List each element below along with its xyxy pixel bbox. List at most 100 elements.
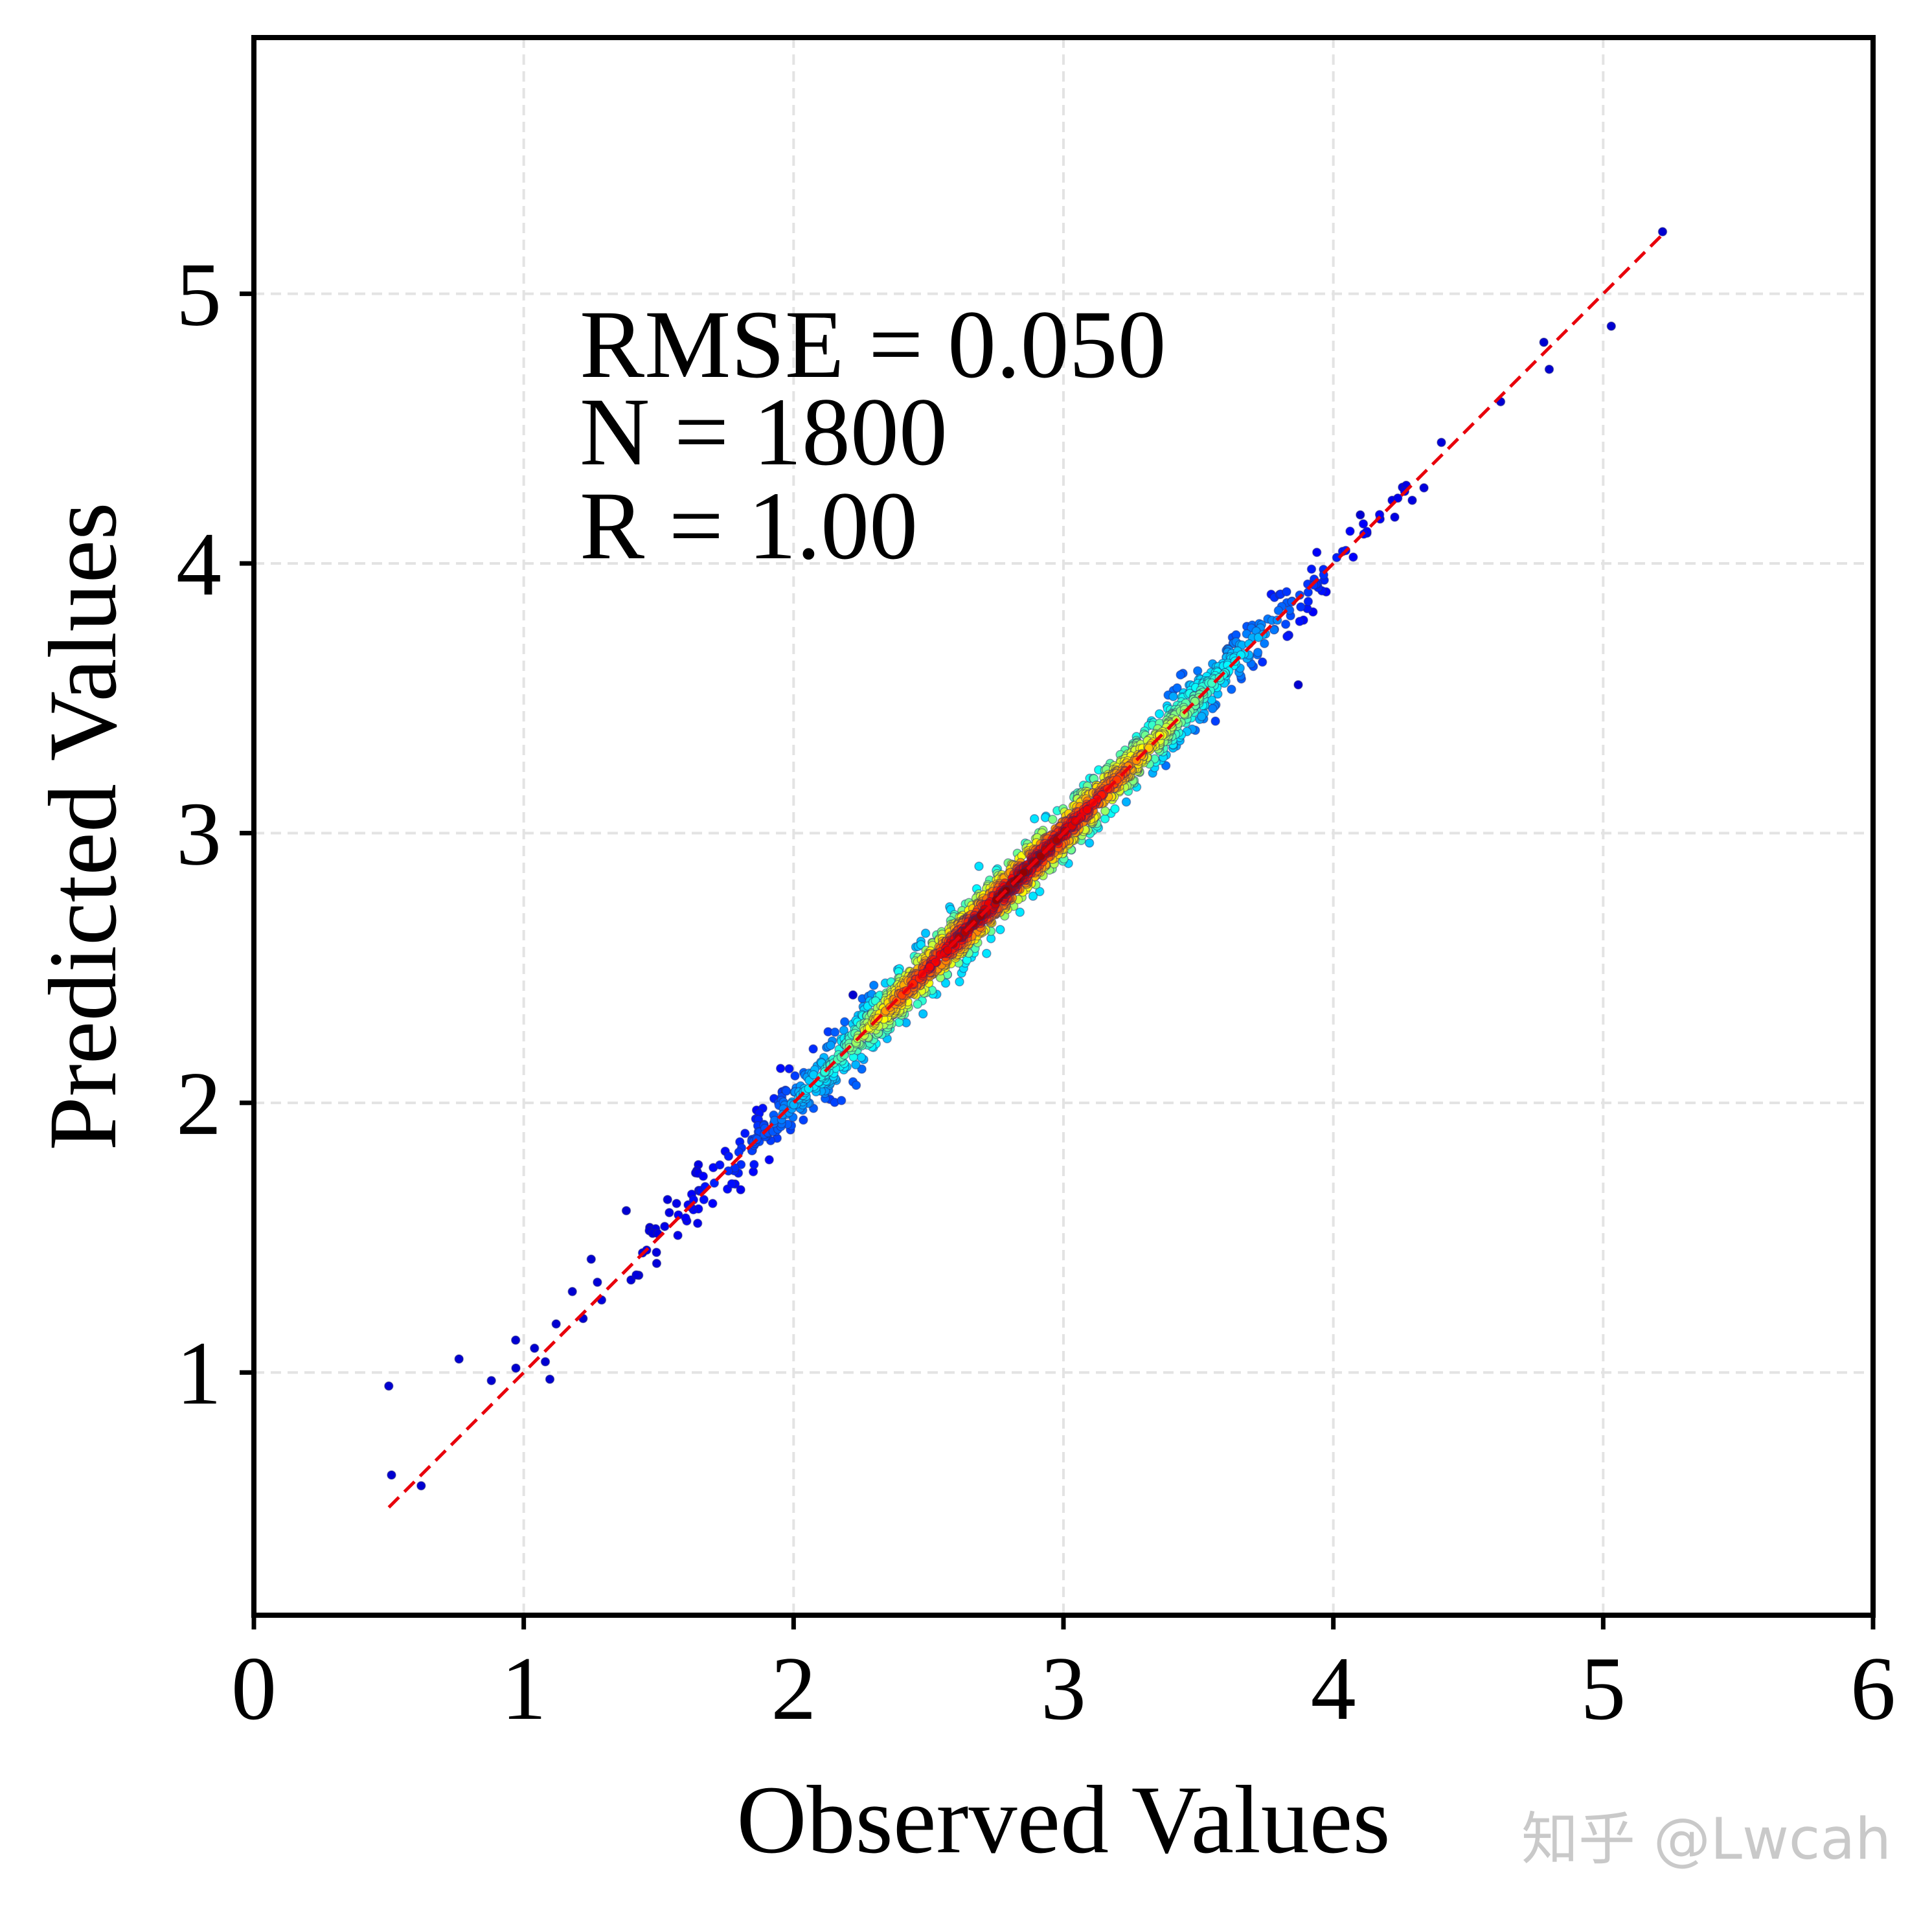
data-point — [1407, 495, 1417, 505]
data-point — [869, 981, 879, 990]
data-point — [540, 1357, 551, 1367]
data-point — [486, 1376, 496, 1385]
data-point — [1392, 493, 1403, 503]
data-point — [1028, 891, 1038, 901]
data-point — [727, 1179, 737, 1189]
data-point — [1606, 321, 1617, 331]
data-point — [1293, 680, 1303, 690]
data-point — [672, 1199, 681, 1208]
data-point — [1539, 337, 1549, 347]
data-point — [851, 1080, 861, 1090]
data-point — [1356, 510, 1365, 520]
data-point — [1282, 587, 1291, 596]
data-point — [974, 861, 984, 871]
data-point — [1100, 813, 1110, 824]
data-point — [920, 928, 931, 938]
data-point — [940, 978, 951, 988]
data-point — [621, 1206, 631, 1216]
data-point — [740, 1128, 750, 1139]
data-point — [1144, 743, 1154, 753]
data-point — [857, 1064, 867, 1074]
data-point — [1280, 619, 1291, 630]
data-point — [1296, 602, 1306, 612]
x-axis-label: Observed Values — [736, 1766, 1391, 1874]
data-point — [1172, 683, 1182, 693]
x-tick-label: 0 — [231, 1639, 277, 1739]
data-point — [781, 1086, 791, 1096]
data-point — [699, 1195, 709, 1205]
grid-lines — [254, 38, 1873, 1615]
data-point — [1110, 804, 1120, 814]
data-point — [681, 1213, 690, 1223]
data-point — [736, 1185, 745, 1195]
x-tick-label: 5 — [1580, 1639, 1626, 1739]
data-point — [416, 1481, 426, 1491]
data-point — [1260, 639, 1269, 648]
stat-r: R = 1.00 — [580, 472, 918, 580]
x-tick-label: 1 — [501, 1639, 547, 1739]
data-point — [790, 1071, 800, 1081]
data-point — [851, 1060, 861, 1070]
data-point — [1348, 552, 1358, 562]
data-point — [709, 1178, 720, 1188]
data-point — [918, 1009, 928, 1019]
data-point — [830, 1027, 840, 1038]
data-point — [715, 1160, 725, 1170]
data-point — [784, 1063, 794, 1074]
y-tick-label: 2 — [176, 1054, 222, 1154]
data-point — [1273, 606, 1284, 615]
data-point — [545, 1374, 555, 1384]
watermark: 知乎 @Lwcah — [1521, 1806, 1891, 1872]
stat-rmse: RMSE = 0.050 — [580, 291, 1166, 398]
x-tick-label: 6 — [1850, 1639, 1896, 1739]
data-point — [510, 1335, 521, 1345]
data-point — [1048, 814, 1058, 824]
data-point — [626, 1275, 636, 1285]
data-point — [1419, 483, 1429, 493]
x-axis-ticks: 0 1 2 3 4 5 6 — [231, 1615, 1896, 1739]
data-point — [1269, 625, 1279, 635]
data-point — [1084, 838, 1095, 848]
y-tick-label: 5 — [176, 245, 222, 345]
data-point — [1121, 797, 1131, 807]
data-point — [749, 1159, 759, 1170]
data-point — [982, 948, 992, 959]
data-point — [764, 1155, 774, 1165]
data-point — [1544, 364, 1554, 374]
data-point — [836, 1096, 847, 1106]
data-point — [1253, 648, 1263, 657]
data-point — [1227, 685, 1236, 694]
data-point — [916, 940, 926, 950]
y-tick-label: 3 — [176, 784, 222, 884]
data-point — [1192, 666, 1203, 676]
data-point — [1358, 519, 1369, 529]
reference-line — [387, 233, 1664, 1509]
data-point — [839, 1017, 850, 1027]
data-point — [1029, 813, 1040, 824]
data-point — [1154, 709, 1165, 719]
y-tick-label: 1 — [176, 1323, 222, 1424]
data-point — [1176, 670, 1185, 680]
data-point — [1257, 657, 1267, 667]
data-point — [723, 1152, 734, 1161]
data-point — [1253, 632, 1264, 642]
data-point — [808, 1044, 818, 1054]
data-point — [775, 1063, 786, 1073]
data-point — [826, 1040, 835, 1050]
data-point — [848, 990, 858, 1000]
data-point — [530, 1343, 540, 1354]
data-point — [1437, 437, 1446, 448]
data-point — [1295, 617, 1304, 626]
x-tick-label: 2 — [771, 1639, 816, 1739]
data-point — [1657, 227, 1668, 237]
data-point — [652, 1258, 662, 1269]
x-tick-label: 4 — [1311, 1639, 1356, 1739]
data-point — [1303, 596, 1313, 606]
data-point — [631, 1270, 641, 1280]
data-point — [567, 1287, 577, 1297]
data-point — [660, 1221, 670, 1231]
data-point — [1015, 907, 1025, 917]
data-point — [692, 1218, 703, 1229]
data-point — [652, 1247, 661, 1258]
